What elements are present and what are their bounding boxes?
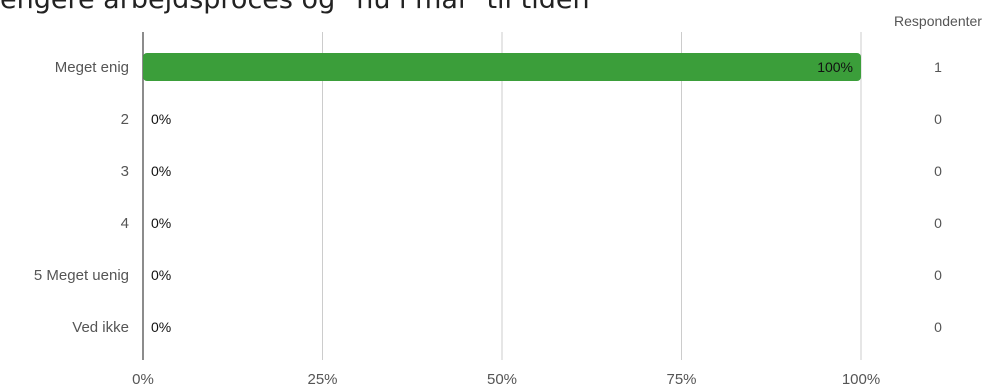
bar-value-label: 0%: [151, 215, 171, 231]
category-labels: Meget enig 2 3 4 5 Meget uenig Ved ikke: [34, 59, 129, 336]
bar-value-label: 0%: [151, 319, 171, 335]
respondent-count: 0: [934, 163, 942, 179]
respondent-count: 0: [934, 319, 942, 335]
grid-lines: [322, 32, 862, 360]
category-label: 3: [121, 163, 129, 180]
x-tick-label: 75%: [666, 371, 696, 388]
respondent-count: 1: [934, 59, 942, 75]
x-tick-label: 25%: [307, 371, 337, 388]
category-label: Meget enig: [55, 59, 129, 76]
x-tick-labels: 0% 25% 50% 75% 100%: [132, 371, 880, 388]
bar-value-label: 0%: [151, 163, 171, 179]
respondent-count: 0: [934, 267, 942, 283]
category-label: 4: [121, 215, 129, 232]
category-label: 2: [121, 111, 129, 128]
x-tick-label: 50%: [487, 371, 517, 388]
respondent-count: 0: [934, 111, 942, 127]
bar-value-label: 0%: [151, 267, 171, 283]
bar: [143, 53, 861, 81]
x-tick-label: 0%: [132, 371, 154, 388]
respondent-count: 0: [934, 215, 942, 231]
respondent-counts: Respondenter 1 0 0 0 0 0: [894, 13, 982, 335]
x-tick-label: 100%: [842, 371, 880, 388]
respondent-count-header: Respondenter: [894, 13, 982, 29]
chart-title: engere arbejdsproces og "nu i mål" til t…: [0, 0, 590, 20]
bar-value-label: 0%: [151, 111, 171, 127]
bar-value-label: 100%: [817, 59, 853, 75]
bars: 100% 0% 0% 0% 0% 0%: [143, 53, 861, 335]
category-label: 5 Meget uenig: [34, 267, 129, 284]
category-label: Ved ikke: [72, 319, 129, 336]
